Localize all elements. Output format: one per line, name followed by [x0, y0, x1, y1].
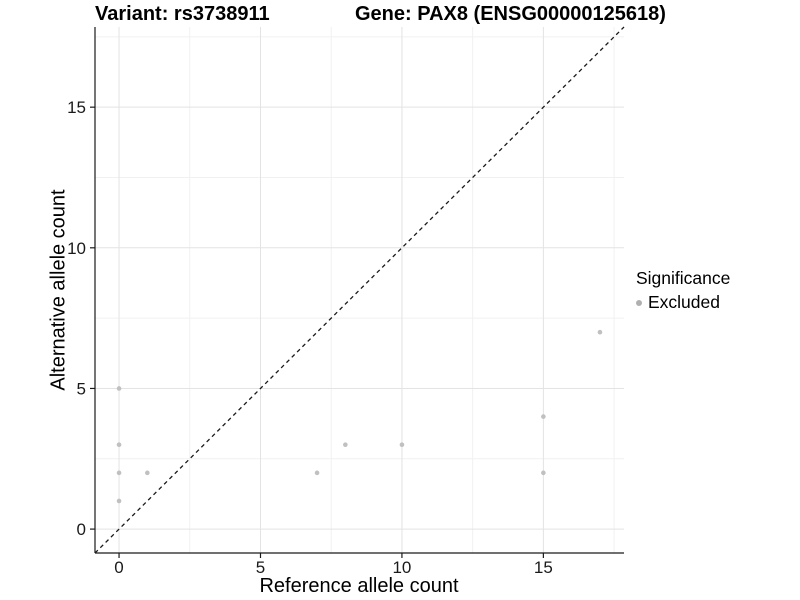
legend-title: Significance	[636, 268, 731, 288]
y-axis-title: Alternative allele count	[47, 189, 70, 391]
data-point	[399, 442, 405, 448]
x-axis-tick-label: 10	[392, 558, 411, 577]
plot-title-gene: Gene: PAX8 (ENSG00000125618)	[355, 3, 666, 25]
data-point	[541, 414, 546, 419]
legend-entry-excluded: Excluded	[636, 292, 730, 313]
data-point	[597, 329, 603, 335]
y-axis-tick-label: 5	[77, 379, 86, 398]
data-point	[343, 442, 348, 448]
data-point	[541, 470, 546, 476]
x-axis-tick-label: 0	[114, 558, 123, 577]
data-point	[116, 386, 122, 391]
legend-entry-label: Excluded	[648, 292, 720, 312]
data-point	[116, 470, 122, 476]
data-point	[116, 498, 122, 504]
data-point	[145, 470, 150, 476]
data-point	[314, 470, 320, 476]
legend: Significance Excluded	[636, 268, 730, 313]
plot-title-variant: Variant: rs3738911	[95, 3, 270, 25]
x-axis-tick-label: 15	[534, 558, 553, 577]
y-axis-tick-label: 15	[67, 98, 86, 117]
y-axis-tick-label: 10	[67, 239, 86, 258]
excluded-point-icon	[636, 299, 642, 306]
data-point	[116, 442, 122, 448]
x-axis-title: Reference allele count	[259, 575, 459, 597]
y-axis-tick-label: 0	[77, 520, 86, 539]
x-axis-tick-label: 5	[256, 558, 265, 577]
